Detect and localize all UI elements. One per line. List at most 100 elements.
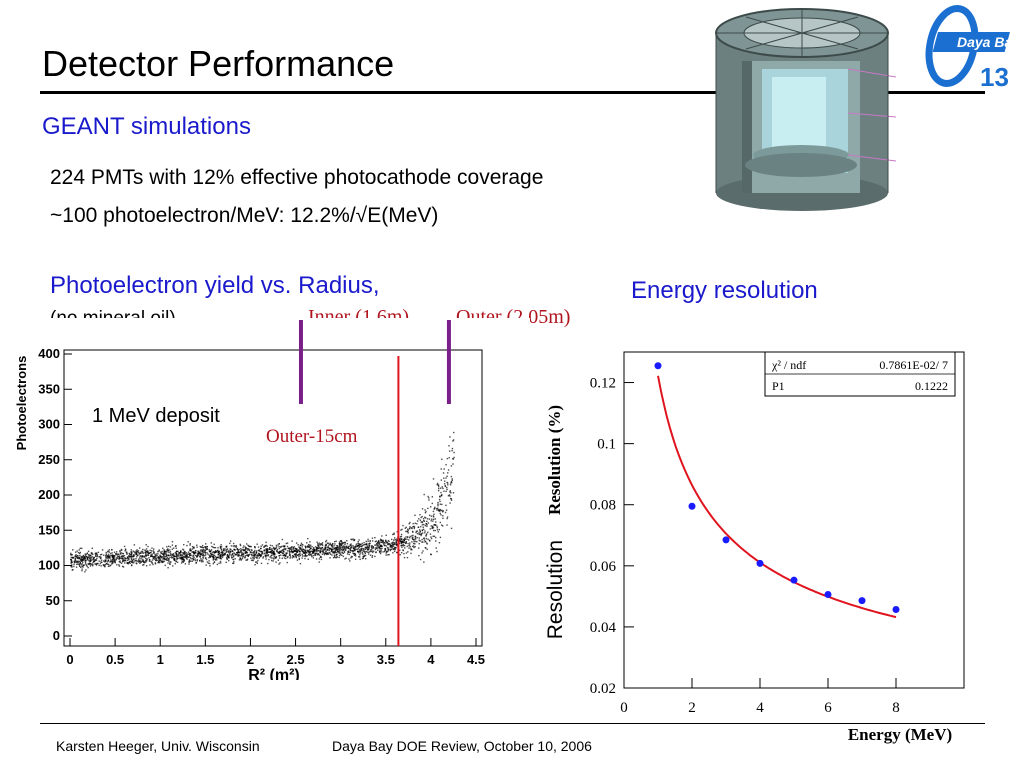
scatter-point xyxy=(430,537,433,540)
scatter-point xyxy=(221,550,223,553)
scatter-point xyxy=(95,555,97,558)
scatter-point xyxy=(415,531,417,534)
scatter-point xyxy=(281,545,283,548)
scatter-point xyxy=(369,549,372,551)
scatter-point xyxy=(384,548,386,551)
scatter-point xyxy=(421,532,424,534)
scatter-point xyxy=(85,559,87,561)
scatter-point xyxy=(183,551,186,553)
scatter-point xyxy=(392,544,395,546)
scatter-point xyxy=(86,558,89,560)
scatter-point xyxy=(102,554,105,556)
resolution-overlay-label: Resolution xyxy=(544,540,567,639)
scatter-point xyxy=(443,483,446,485)
scatter-point xyxy=(342,545,345,547)
scatter-point xyxy=(422,541,424,543)
scatter-point xyxy=(276,550,278,552)
scatter-point xyxy=(444,480,446,482)
scatter-point xyxy=(159,554,161,556)
scatter-point xyxy=(253,558,255,560)
scatter-point xyxy=(220,546,223,548)
scatter-point xyxy=(286,550,289,552)
scatter-point xyxy=(145,561,147,563)
scatter-point xyxy=(273,548,276,551)
scatter-point xyxy=(239,555,241,557)
scatter-point xyxy=(107,565,110,568)
scatter-point xyxy=(446,488,448,491)
scatter-point xyxy=(291,550,294,553)
scatter-point xyxy=(99,562,102,565)
scatter-point xyxy=(341,554,343,557)
scatter-point xyxy=(70,566,72,568)
scatter-point xyxy=(121,565,124,568)
scatter-point xyxy=(374,547,377,549)
scatter-point xyxy=(250,549,253,551)
scatter-point xyxy=(357,542,359,545)
scatter-point xyxy=(126,562,128,564)
scatter-point xyxy=(374,544,376,546)
scatter-point xyxy=(133,562,135,564)
left-frame xyxy=(63,349,483,647)
scatter-point xyxy=(109,552,112,555)
scatter-point xyxy=(206,545,208,548)
scatter-point xyxy=(273,552,275,554)
scatter-point xyxy=(342,542,344,544)
scatter-point xyxy=(162,547,164,550)
scatter-point xyxy=(209,555,211,558)
scatter-point xyxy=(139,552,142,555)
scatter-point xyxy=(367,540,369,542)
scatter-point xyxy=(82,566,84,568)
scatter-point xyxy=(339,549,341,551)
scatter-point xyxy=(159,558,162,560)
stats-chi2-key: χ² / ndf xyxy=(771,358,806,372)
scatter-point xyxy=(308,550,310,553)
scatter-point xyxy=(240,559,242,561)
right-ylabel: Resolution (%) xyxy=(545,405,564,515)
scatter-point xyxy=(393,547,395,550)
scatter-point xyxy=(270,555,272,557)
scatter-point xyxy=(186,544,188,547)
scatter-point xyxy=(371,537,374,539)
scatter-point xyxy=(228,550,230,552)
scatter-point xyxy=(289,549,291,551)
scatter-point xyxy=(232,558,235,561)
scatter-point xyxy=(131,560,133,562)
scatter-point xyxy=(103,565,106,567)
scatter-point xyxy=(405,526,407,529)
scatter-point xyxy=(191,554,193,557)
scatter-point xyxy=(242,553,244,556)
scatter-point xyxy=(345,548,347,551)
scatter-point xyxy=(279,546,282,548)
scatter-point xyxy=(220,555,222,557)
scatter-point xyxy=(319,551,321,554)
scatter-point xyxy=(292,548,294,550)
scatter-point xyxy=(421,538,423,541)
scatter-point xyxy=(124,548,127,550)
scatter-point xyxy=(334,556,336,559)
scatter-point xyxy=(318,554,321,556)
scatter-point xyxy=(81,555,84,558)
scatter-point xyxy=(174,559,176,561)
scatter-point xyxy=(197,553,199,555)
scatter-point xyxy=(316,547,318,549)
scatter-point xyxy=(363,541,365,544)
scatter-point xyxy=(86,565,88,568)
scatter-point xyxy=(390,548,392,551)
scatter-point xyxy=(316,541,318,543)
scatter-point xyxy=(341,549,343,551)
scatter-point xyxy=(208,562,211,565)
scatter-point xyxy=(93,560,95,563)
scatter-point xyxy=(318,558,321,560)
scatter-point xyxy=(208,549,210,551)
scatter-point xyxy=(151,555,153,557)
scatter-point xyxy=(285,542,287,545)
scatter-point xyxy=(440,479,443,481)
scatter-point xyxy=(347,550,350,552)
scatter-point xyxy=(277,552,280,554)
scatter-point xyxy=(386,547,389,549)
scatter-point xyxy=(405,552,408,554)
scatter-point xyxy=(426,525,428,528)
scatter-point xyxy=(448,494,451,496)
scatter-point xyxy=(133,554,135,556)
scatter-point xyxy=(410,552,412,555)
